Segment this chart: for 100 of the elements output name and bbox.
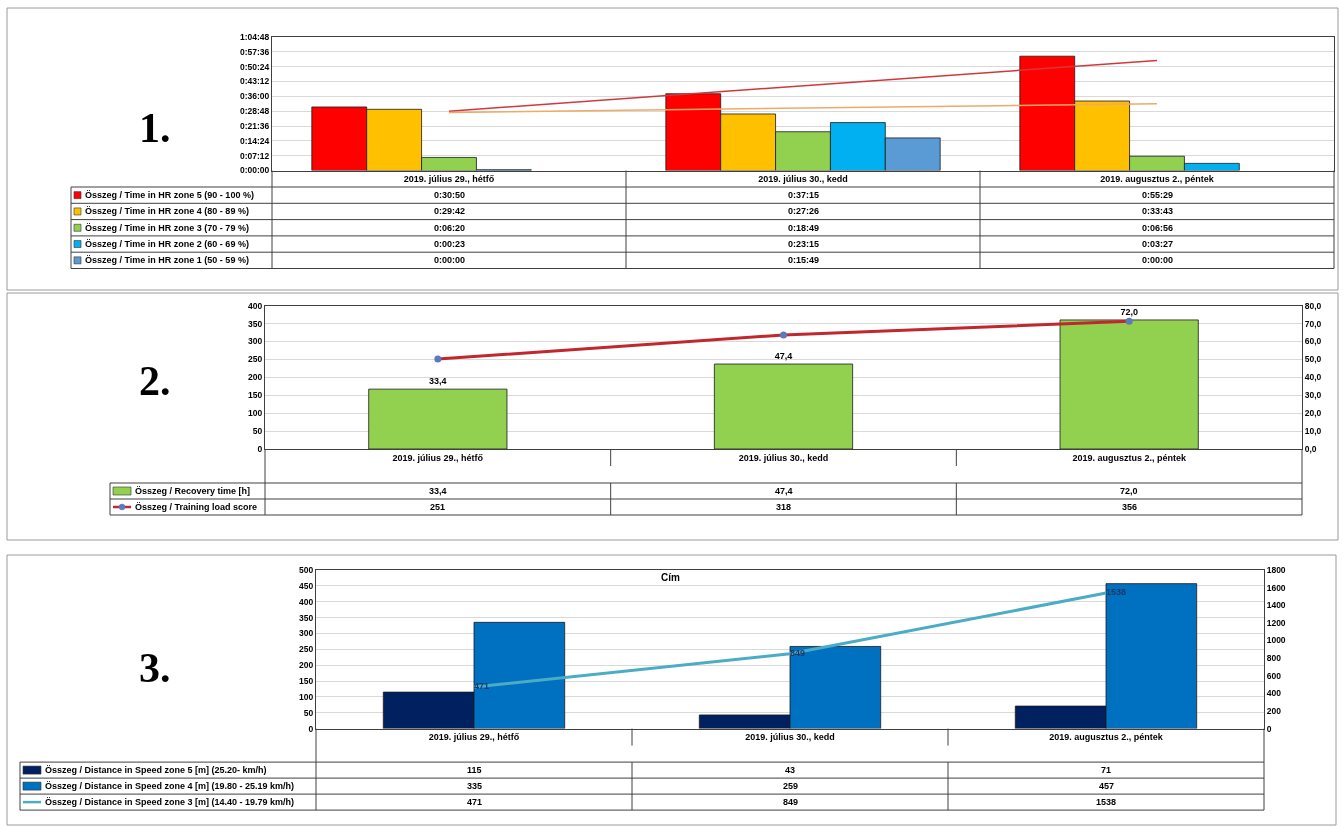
x-tick-label: 2019. július 29., hétfő (428, 732, 520, 743)
legend-label: Összeg / Time in HR zone 1 (50 - 59 %) (85, 255, 249, 265)
data-label: 115 (467, 765, 482, 775)
text: 471 (474, 681, 490, 692)
data-label: 0:00:00 (1142, 255, 1174, 265)
data-label: 251 (430, 502, 446, 512)
y2-tick-label: 50,0 (1304, 354, 1322, 365)
y2-tick-label: 0 (1266, 723, 1272, 734)
text: 1. (139, 105, 171, 151)
data-label: 72,0 (1120, 486, 1138, 496)
x-tick-label: 2019. augusztus 2., péntek (1100, 174, 1215, 185)
y-tick-label: 0 (308, 723, 314, 734)
data-label: 0:18:49 (788, 223, 820, 233)
text: 3. (139, 645, 171, 691)
legend-label: Összeg / Recovery time [h] (135, 486, 251, 496)
data-label: 471 (467, 797, 483, 807)
data-label: 335 (467, 781, 483, 791)
data-label: 47,4 (775, 486, 793, 496)
data-label: 0:37:15 (788, 190, 820, 200)
legend-label: Összeg / Time in HR zone 4 (80 - 89 %) (85, 206, 249, 216)
legend-label: Összeg / Time in HR zone 5 (90 - 100 %) (85, 190, 254, 200)
text: 33,4 (429, 376, 447, 387)
text: 1538 (1106, 587, 1127, 598)
y2-tick-label: 60,0 (1304, 336, 1322, 347)
data-label: 0:06:20 (434, 223, 466, 233)
y-tick-label: 400 (299, 596, 314, 607)
legend-label: Összeg / Distance in Speed zone 3 [m] (14.40 - 19.79 km/h) (45, 797, 295, 807)
x-tick-label: 2019. július 30., kedd (745, 732, 835, 743)
y-tick-label: 250 (299, 644, 314, 655)
y2-tick-label: 0,0 (1304, 443, 1317, 454)
data-label: 0:00:00 (434, 255, 466, 265)
data-label: 0:06:56 (1142, 223, 1174, 233)
legend-label: Összeg / Distance in Speed zone 5 [m] (25.20- km/h) (45, 765, 267, 775)
data-label: 259 (783, 781, 799, 791)
y-tick-label: 450 (299, 580, 314, 591)
data-label: 71 (1101, 765, 1112, 775)
y2-tick-label: 70,0 (1304, 318, 1322, 329)
data-label: 0:29:42 (434, 206, 466, 216)
y-tick-label: 0:00:00 (239, 165, 270, 176)
y-tick-label: 150 (299, 675, 314, 686)
x-tick-label: 2019. július 29., hétfő (392, 452, 484, 463)
x-tick-label: 2019. augusztus 2., péntek (1049, 732, 1164, 743)
x-tick-label: 2019. július 30., kedd (738, 452, 829, 463)
y-tick-label: 0 (257, 443, 263, 454)
y2-tick-label: 20,0 (1304, 408, 1322, 419)
text: 72,0 (1120, 306, 1138, 317)
y-tick-label: 0:21:36 (239, 120, 270, 131)
data-label: 0:00:23 (434, 239, 466, 249)
y-tick-label: 0:14:24 (239, 135, 270, 146)
y2-tick-label: 80,0 (1304, 300, 1322, 311)
y2-tick-label: 40,0 (1304, 372, 1322, 383)
y-tick-label: 50 (303, 707, 314, 718)
y-tick-label: 300 (248, 336, 263, 347)
y-tick-label: 300 (299, 628, 314, 639)
data-label: 849 (783, 797, 799, 807)
y-tick-label: 150 (248, 390, 263, 401)
y-tick-label: 200 (248, 372, 263, 383)
y-tick-label: 0:43:12 (239, 76, 270, 87)
y2-tick-label: 400 (1266, 688, 1282, 699)
x-tick-label: 2019. július 30., kedd (758, 174, 848, 185)
chart-title: Cím (661, 572, 680, 583)
y-tick-label: 0:36:00 (239, 91, 270, 102)
y-tick-label: 350 (248, 318, 263, 329)
data-label: 457 (1099, 781, 1115, 791)
y2-tick-label: 600 (1266, 670, 1282, 681)
legend-label: Összeg / Time in HR zone 2 (60 - 69 %) (85, 239, 249, 249)
y-tick-label: 200 (299, 660, 314, 671)
data-label: 0:30:50 (434, 190, 466, 200)
text: 849 (790, 648, 806, 659)
y2-tick-label: 200 (1266, 705, 1282, 716)
x-tick-label: 2019. július 29., hétfő (403, 174, 495, 185)
y-tick-label: 400 (248, 300, 263, 311)
y-tick-label: 500 (299, 564, 314, 575)
y2-tick-label: 1000 (1266, 635, 1286, 646)
data-label: 0:23:15 (788, 239, 820, 249)
y-tick-label: 250 (248, 354, 263, 365)
data-label: 0:15:49 (788, 255, 820, 265)
y2-tick-label: 1800 (1266, 564, 1286, 575)
y-tick-label: 0:28:48 (239, 106, 270, 117)
y-tick-label: 100 (299, 691, 314, 702)
y-tick-label: 0:07:12 (239, 150, 270, 161)
text: 47,4 (774, 351, 793, 362)
legend-label: Összeg / Distance in Speed zone 4 [m] (19.80 - 25.19 km/h) (45, 781, 295, 791)
y-tick-label: 350 (299, 612, 314, 623)
legend-label: Összeg / Time in HR zone 3 (70 - 79 %) (85, 223, 249, 233)
data-label: 0:27:26 (788, 206, 820, 216)
data-label: 356 (1122, 502, 1138, 512)
data-label: 43 (785, 765, 796, 775)
data-label: 0:55:29 (1142, 190, 1174, 200)
y2-tick-label: 1200 (1266, 617, 1286, 628)
legend-label: Összeg / Training load score (135, 502, 258, 512)
text: 2. (139, 358, 171, 404)
data-label: 0:33:43 (1142, 206, 1174, 216)
y2-tick-label: 1600 (1266, 582, 1286, 593)
y2-tick-label: 30,0 (1304, 390, 1322, 401)
y-tick-label: 1:04:48 (239, 31, 270, 42)
data-label: 33,4 (429, 486, 447, 496)
data-label: 0:03:27 (1142, 239, 1174, 249)
data-label: 318 (776, 502, 792, 512)
y-tick-label: 0:57:36 (239, 46, 270, 57)
